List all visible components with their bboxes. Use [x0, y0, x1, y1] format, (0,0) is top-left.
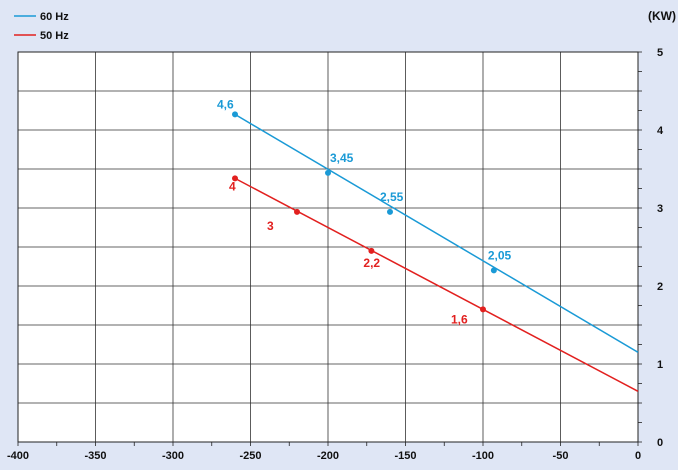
- data-label: 4,6: [217, 97, 234, 111]
- x-tick-label: 0: [635, 450, 641, 462]
- data-point: [490, 267, 497, 274]
- series-group: 4,6 3,45 2,55 2,05 4 3 2,2 1,6: [217, 97, 639, 392]
- data-label: 3,45: [330, 151, 354, 165]
- legend-label: 50 Hz: [40, 30, 69, 42]
- y-tick-label: 1: [657, 359, 663, 371]
- data-label: 1,6: [451, 312, 468, 326]
- data-point: [232, 175, 238, 182]
- data-label: 2,05: [488, 248, 512, 262]
- series-line: [234, 113, 639, 353]
- legend: 60 Hz 50 Hz: [14, 11, 69, 42]
- legend-label: 60 Hz: [40, 11, 69, 23]
- y-tick-label: 4: [657, 125, 664, 137]
- data-point: [387, 208, 393, 215]
- x-tick-label: -350: [84, 450, 106, 462]
- series-0: 4,6 3,45 2,55 2,05: [217, 97, 639, 353]
- series-1: 4 3 2,2 1,6: [229, 175, 639, 392]
- axes: -400 -350 -300 -250 -200 -150 -100 -50 0 0 1 2 3 4 5: [7, 47, 664, 462]
- x-tick-label: -400: [7, 450, 29, 462]
- data-label: 2,55: [380, 190, 404, 204]
- x-tick-label: -100: [472, 450, 494, 462]
- y-unit-label: (KW): [648, 9, 676, 23]
- data-point: [480, 306, 486, 313]
- data-label: 3: [267, 219, 274, 233]
- data-label: 4: [229, 179, 236, 193]
- y-tick-label: 5: [657, 47, 663, 59]
- x-tick-label: -300: [162, 450, 184, 462]
- y-tick-label: 2: [657, 281, 663, 293]
- data-point: [368, 247, 375, 254]
- data-label: 2,2: [363, 256, 380, 270]
- y-tick-label: 3: [657, 203, 663, 215]
- y-tick-label: 0: [657, 437, 663, 449]
- data-point: [232, 111, 238, 118]
- x-tick-label: -150: [394, 450, 416, 462]
- data-point: [325, 169, 331, 176]
- x-tick-label: -200: [317, 450, 339, 462]
- x-tick-label: -50: [553, 450, 569, 462]
- data-point: [294, 208, 300, 215]
- series-line: [234, 177, 639, 392]
- x-tick-label: -250: [239, 450, 261, 462]
